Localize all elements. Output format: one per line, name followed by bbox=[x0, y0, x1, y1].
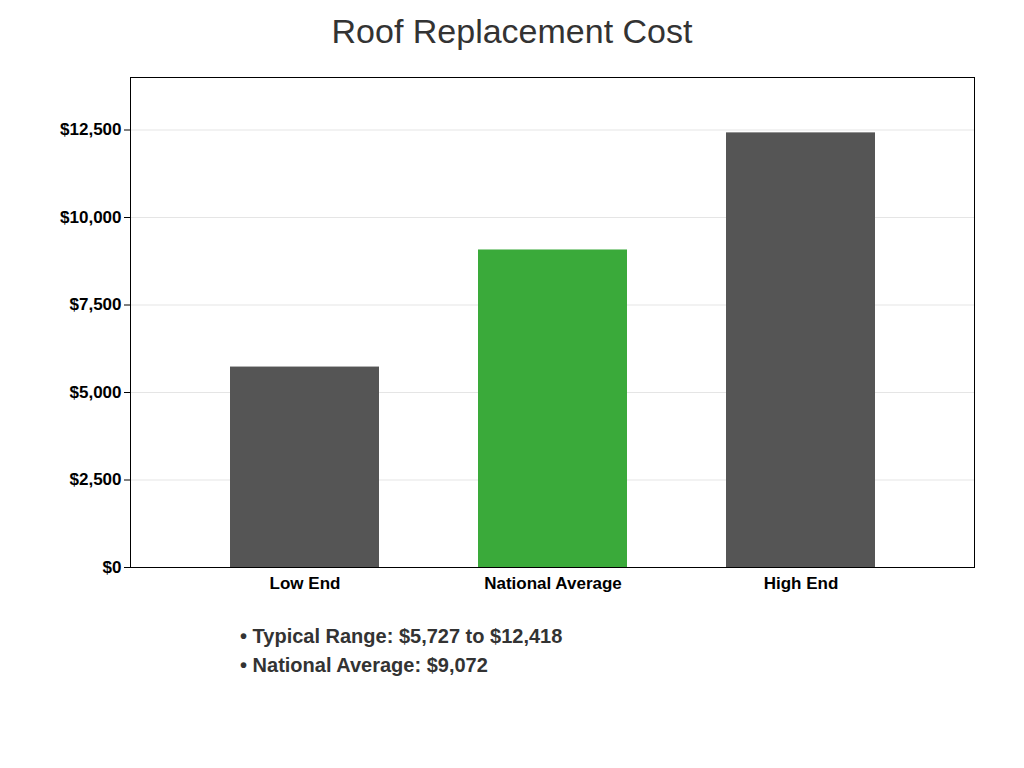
html-text:Roof Replacement Cost: Roof Replacement Cost bbox=[331, 12, 693, 50]
svg-text:$10,000: $10,000 bbox=[60, 208, 121, 227]
html-text:• National Average: $9,072: • National Average: $9,072 bbox=[240, 654, 488, 676]
svg-text:$7,500: $7,500 bbox=[70, 295, 122, 314]
html-text:• Typical Range: $5,727 to $12: • Typical Range: $5,727 to $12,418 bbox=[240, 625, 563, 647]
svg-text:$12,500: $12,500 bbox=[60, 120, 121, 139]
svg-text:$5,000: $5,000 bbox=[70, 383, 122, 402]
svg-text:$0: $0 bbox=[103, 558, 122, 577]
svg-text:$2,500: $2,500 bbox=[70, 470, 122, 489]
svg-text:High End: High End bbox=[764, 574, 839, 593]
svg-text:Low End: Low End bbox=[270, 574, 341, 593]
svg-text:National Average: National Average bbox=[484, 574, 622, 593]
